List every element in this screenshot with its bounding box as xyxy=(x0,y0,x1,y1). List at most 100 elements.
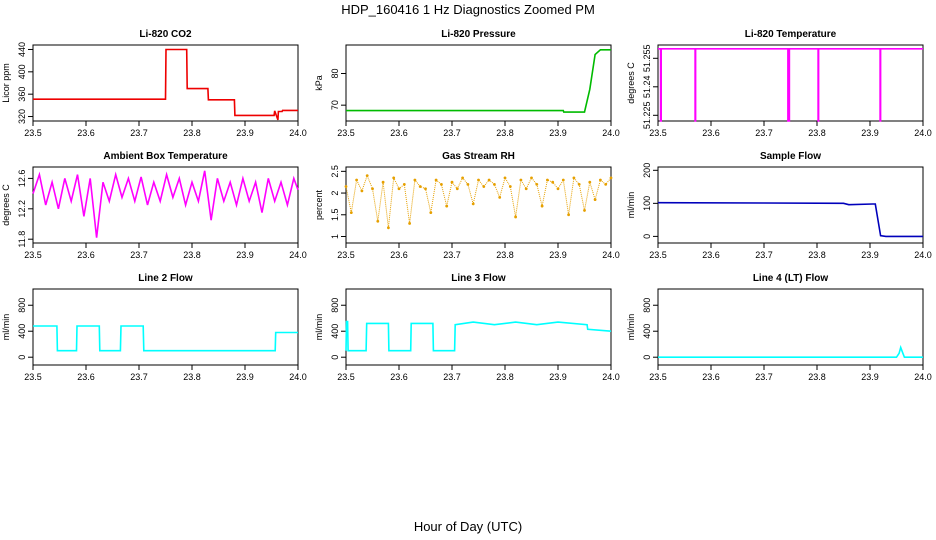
y-tick-label: 360 xyxy=(17,87,27,102)
plot-frame xyxy=(345,288,612,366)
x-tick-label: 23.9 xyxy=(236,128,254,138)
y-tick-label: 400 xyxy=(17,324,27,339)
chart-panel: Line 4 (LT) Flow 23.5 23.6 23.7 23.8 23.9 24.0… xyxy=(626,273,932,382)
x-tick-label: 23.8 xyxy=(183,250,201,260)
series-line xyxy=(345,174,612,228)
y-axis-label: ml/min xyxy=(626,314,636,341)
y-axis-label: degrees C xyxy=(1,184,11,226)
chart-panel: Line 2 Flow 23.5 23.6 23.7 23.8 23.9 24.0 0 400 8… xyxy=(1,273,307,382)
series-line xyxy=(345,320,612,352)
x-tick-label: 23.9 xyxy=(861,128,879,138)
x-tick-label: 23.8 xyxy=(496,128,514,138)
panel-title: Ambient Box Temperature xyxy=(103,151,228,162)
x-tick-label: 23.9 xyxy=(549,128,567,138)
x-tick-label: 23.6 xyxy=(390,128,408,138)
panel-title: Li-820 Temperature xyxy=(745,29,837,40)
y-axis-label: degrees C xyxy=(626,62,636,104)
y-axis-label: ml/min xyxy=(1,314,11,341)
x-tick-label: 23.6 xyxy=(702,128,720,138)
x-tick-label: 24.0 xyxy=(289,372,307,382)
x-tick-label: 23.5 xyxy=(649,372,667,382)
y-tick-label: 400 xyxy=(330,324,340,339)
chart-panel: Li-820 Temperature 23.5 23.6 23.7 23.8 23.9 24… xyxy=(626,29,932,138)
y-axis-label: ml/min xyxy=(626,192,636,219)
x-tick-label: 24.0 xyxy=(602,128,620,138)
x-tick-label: 24.0 xyxy=(602,372,620,382)
data-point xyxy=(418,185,422,188)
x-tick-label: 24.0 xyxy=(914,372,932,382)
panel-title: Line 4 (LT) Flow xyxy=(753,273,829,284)
y-axis-label: percent xyxy=(314,189,324,220)
y-tick-label: 80 xyxy=(330,68,340,78)
y-tick-label: 320 xyxy=(17,109,27,124)
panel-title: Sample Flow xyxy=(760,151,821,162)
x-tick-label: 23.7 xyxy=(755,128,773,138)
x-tick-label: 23.5 xyxy=(649,250,667,260)
x-tick-label: 23.7 xyxy=(755,250,773,260)
y-axis-label: kPa xyxy=(314,75,324,91)
x-tick-label: 23.9 xyxy=(236,250,254,260)
figure-xlabel: Hour of Day (UTC) xyxy=(414,519,522,534)
x-tick-label: 23.8 xyxy=(496,372,514,382)
y-tick-label: 70 xyxy=(330,100,340,110)
x-tick-label: 23.6 xyxy=(702,250,720,260)
chart-panel: Sample Flow 23.5 23.6 23.7 23.8 23.9 24.0 0 100 2… xyxy=(626,151,932,260)
x-tick-label: 23.8 xyxy=(808,128,826,138)
panel-title: Gas Stream RH xyxy=(442,151,515,162)
y-tick-label: 1 xyxy=(330,234,340,239)
panel-title: Line 2 Flow xyxy=(138,273,193,284)
x-tick-label: 23.7 xyxy=(443,372,461,382)
x-tick-label: 23.5 xyxy=(337,372,355,382)
x-tick-label: 23.8 xyxy=(496,250,514,260)
panel-title: Line 3 Flow xyxy=(451,273,506,284)
plot-frame xyxy=(345,44,612,122)
x-tick-label: 23.5 xyxy=(649,128,667,138)
chart-panel: Li-820 Pressure 23.5 23.6 23.7 23.8 23.9 24.0 7… xyxy=(314,29,620,138)
y-tick-label: 2 xyxy=(330,191,340,196)
x-tick-label: 23.6 xyxy=(77,250,95,260)
y-tick-label: 100 xyxy=(642,196,652,211)
data-point xyxy=(572,176,576,180)
y-tick-label: 200 xyxy=(642,163,652,178)
y-tick-label: 0 xyxy=(17,355,27,360)
figure-title: HDP_160416 1 Hz Diagnostics Zoomed PM xyxy=(341,2,595,17)
y-tick-label: 12.2 xyxy=(17,200,27,218)
x-tick-label: 23.6 xyxy=(77,372,95,382)
x-tick-label: 23.8 xyxy=(183,128,201,138)
series-line xyxy=(33,325,298,352)
y-tick-label: 51.255 xyxy=(642,45,652,73)
x-tick-label: 23.5 xyxy=(24,372,42,382)
x-tick-label: 23.6 xyxy=(702,372,720,382)
y-tick-label: 440 xyxy=(17,42,27,57)
chart-panel: Li-820 CO2 23.5 23.6 23.7 23.8 23.9 24.0 320 360… xyxy=(1,29,307,138)
plot-frame xyxy=(32,288,299,366)
x-tick-label: 23.7 xyxy=(755,372,773,382)
x-tick-label: 23.7 xyxy=(443,250,461,260)
x-tick-label: 23.7 xyxy=(130,250,148,260)
x-tick-label: 23.6 xyxy=(77,128,95,138)
y-tick-label: 51.225 xyxy=(642,102,652,130)
data-point xyxy=(445,204,449,208)
y-tick-label: 0 xyxy=(330,355,340,360)
x-tick-label: 23.9 xyxy=(549,250,567,260)
x-tick-label: 23.7 xyxy=(443,128,461,138)
chart-panel: Ambient Box Temperature 23.5 23.6 23.7 23.8 2… xyxy=(1,151,307,260)
series-line xyxy=(33,48,298,121)
panel-title: Li-820 Pressure xyxy=(441,29,516,40)
y-axis-label: ml/min xyxy=(314,314,324,341)
x-tick-label: 23.6 xyxy=(390,250,408,260)
data-point xyxy=(371,187,374,191)
x-tick-label: 23.7 xyxy=(130,128,148,138)
x-tick-label: 23.5 xyxy=(24,128,42,138)
data-point xyxy=(450,180,454,184)
series-line xyxy=(32,170,299,238)
y-tick-label: 800 xyxy=(17,298,27,313)
x-tick-label: 23.8 xyxy=(808,372,826,382)
series-line xyxy=(346,48,611,113)
y-tick-label: 400 xyxy=(17,64,27,79)
plot-frame xyxy=(657,166,924,244)
x-tick-label: 23.8 xyxy=(808,250,826,260)
plot-frame xyxy=(32,44,299,122)
y-tick-label: 800 xyxy=(642,298,652,313)
